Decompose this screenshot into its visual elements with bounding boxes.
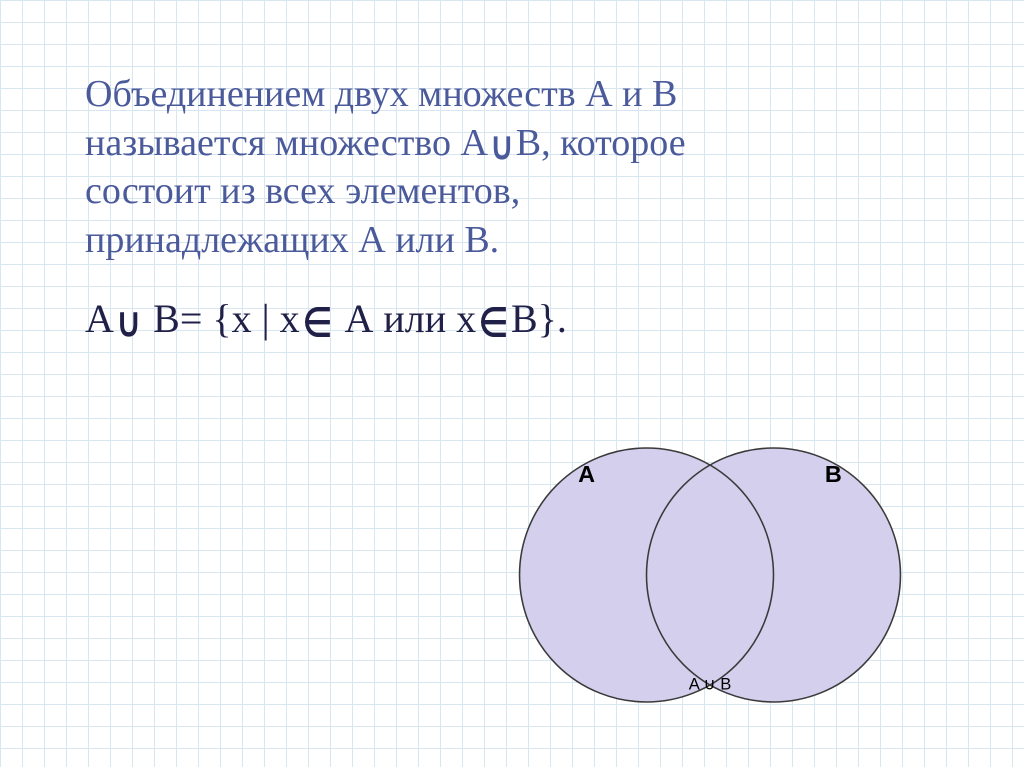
element-of-icon: ∈ [479, 297, 509, 349]
element-of-icon: ∈ [302, 297, 332, 349]
formula-line: А∪ В= {х | х∈ А или х∈В}. [85, 293, 964, 345]
def-line2-a: называется множество А [85, 122, 488, 164]
formula-c: А или х [334, 296, 476, 341]
venn-diagram: A B A ∪ B [500, 420, 920, 730]
slide-content: Объединением двух множеств А и В называе… [85, 70, 964, 345]
formula-d: В}. [511, 296, 567, 341]
venn-label-a: A [578, 461, 595, 487]
definition-paragraph: Объединением двух множеств А и В называе… [85, 70, 964, 265]
def-line4: принадлежащих А или В. [85, 219, 499, 261]
union-icon: ∪ [116, 297, 141, 349]
formula-b: В= {х | х [143, 296, 299, 341]
def-line2-b: В, которое [516, 122, 686, 164]
venn-label-b: B [825, 461, 842, 487]
formula-a: А [85, 296, 114, 341]
def-line1: Объединением двух множеств А и В [85, 73, 677, 115]
venn-label-union: A ∪ B [689, 674, 732, 693]
union-icon: ∪ [490, 123, 514, 172]
def-line3: состоит из всех элементов, [85, 170, 520, 212]
